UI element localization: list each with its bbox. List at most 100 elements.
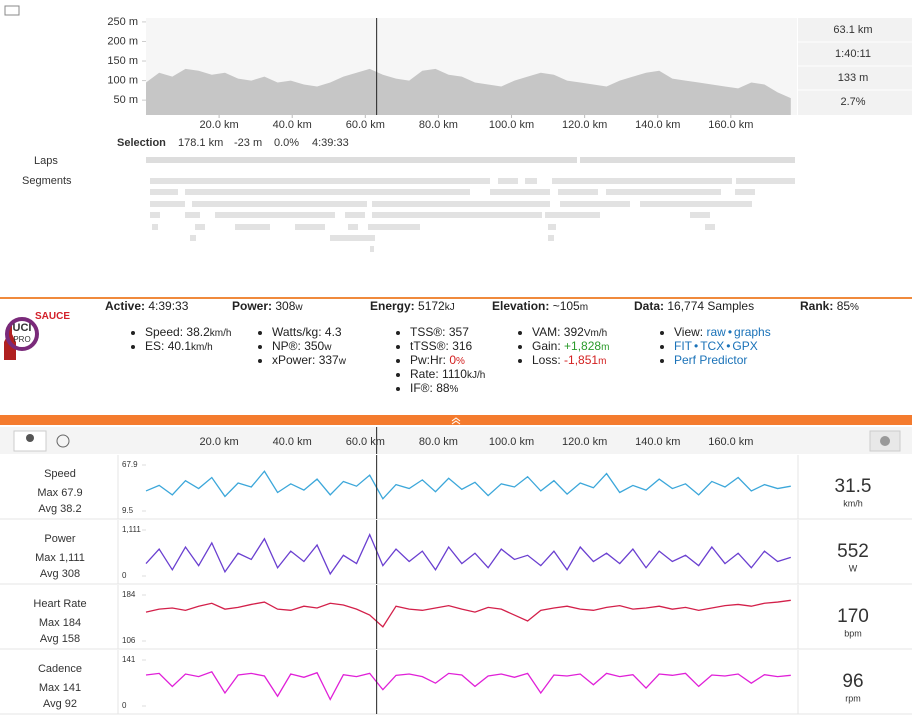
stat-value: 308 xyxy=(275,299,296,313)
laps-label: Laps xyxy=(34,155,58,167)
link[interactable]: GPX xyxy=(724,339,758,353)
stat-label: Gain: xyxy=(532,339,561,353)
stat-item-unit: m xyxy=(598,356,607,367)
stat-header: Active: 4:39:33 xyxy=(105,299,232,313)
stat-item: IF®: 88% xyxy=(410,381,492,395)
stat-items: Speed: 38.2km/hES: 40.1km/h xyxy=(105,325,232,353)
stat-value: 5172 xyxy=(418,299,445,313)
stream-name: Power xyxy=(44,533,76,545)
stat-label: IF®: xyxy=(410,381,433,395)
time-button[interactable] xyxy=(56,434,70,448)
stat-item: Pw:Hr: 0% xyxy=(410,353,492,367)
logo-text: SAUCE xyxy=(34,311,70,322)
stat-item-value: 1110 xyxy=(442,367,467,381)
stat-item: NP®: 350w xyxy=(272,339,370,353)
stat-item-value: 357 xyxy=(448,325,469,339)
badge-text: PRO xyxy=(13,335,30,344)
stat-unit: m xyxy=(579,302,589,313)
selection-value: 178.1 km xyxy=(178,137,223,149)
x-tick-label: 60.0 km xyxy=(346,436,385,448)
stat-label: xPower: xyxy=(272,353,316,367)
y-tick-label: 50 m xyxy=(114,94,138,106)
current-value: 552 xyxy=(837,541,869,562)
stat-label: View: xyxy=(674,325,704,339)
badge-ring xyxy=(5,317,39,351)
stream-avg: Avg 158 xyxy=(40,633,80,645)
stream-line xyxy=(145,599,791,628)
selection-value: -23 m xyxy=(234,137,262,149)
current-unit: bpm xyxy=(844,628,862,638)
elevation-area xyxy=(146,68,791,115)
stat-item-unit: % xyxy=(456,356,465,367)
stat-item: View: rawgraphs xyxy=(674,325,800,339)
link[interactable]: FIT xyxy=(674,339,692,353)
y-tick-label: 0 xyxy=(122,701,127,710)
x-tick-label: 60.0 km xyxy=(346,119,385,131)
stream-avg: Avg 92 xyxy=(43,698,77,710)
stat-item: xPower: 337w xyxy=(272,353,370,367)
stat-group: Data: 16,774 SamplesView: rawgraphsFITTC… xyxy=(634,299,800,410)
lap-bar[interactable] xyxy=(580,157,795,163)
y-tick-label: 100 m xyxy=(107,74,138,86)
stat-header: Data: 16,774 Samples xyxy=(634,299,800,313)
stat-label: TSS®: xyxy=(410,325,446,339)
stat-item-value: 350 xyxy=(304,339,325,353)
stat-title: Rank: xyxy=(800,299,834,313)
stat-unit: % xyxy=(850,302,859,313)
stat-item-value: +1,828 xyxy=(564,339,602,353)
stat-item-value: 392 xyxy=(563,325,584,339)
stat-item-unit: w xyxy=(324,342,332,353)
collapse-icon[interactable] xyxy=(451,417,461,425)
stat-item-unit: % xyxy=(449,384,459,395)
stat-label: Speed: xyxy=(145,325,184,339)
stat-header: Energy: 5172kJ xyxy=(370,299,492,313)
x-tick-label: 80.0 km xyxy=(419,119,458,131)
stream-avg: Avg 38.2 xyxy=(38,503,81,515)
toolbar xyxy=(0,427,912,454)
x-tick-label: 160.0 km xyxy=(708,119,753,131)
stat-item: VAM: 392Vm/h xyxy=(532,325,634,339)
lap-bar[interactable] xyxy=(146,157,577,163)
logo: SAUCE xyxy=(0,299,105,410)
link[interactable]: graphs xyxy=(726,325,771,339)
x-tick-label: 40.0 km xyxy=(273,119,312,131)
stat-header: Rank: 85% xyxy=(800,299,912,313)
stat-item: FITTCXGPX xyxy=(674,339,800,353)
link[interactable]: Perf Predictor xyxy=(674,353,748,367)
elevation-panel: 250 m 200 m 150 m 100 m 50 m 20.0 km 40.0 km 60… xyxy=(4,5,912,252)
x-tick-label: 120.0 km xyxy=(562,436,607,448)
stat-title: Elevation: xyxy=(492,299,550,313)
stat-title: Data: xyxy=(634,299,665,313)
streams-panel: 20.0 km 40.0 km 60.0 km 80.0 km 100.0 km 120.… xyxy=(0,415,912,715)
y-tick-label: 1,111 xyxy=(122,525,141,534)
stat-item-value: -1,851 xyxy=(564,353,599,367)
y-tick-label: 67.9 xyxy=(122,460,138,469)
stat-item: TSS®: 357 xyxy=(410,325,492,339)
stat-value: 16,774 Samples xyxy=(667,299,755,313)
stat-label: Loss: xyxy=(532,353,561,367)
stat-item-value: 4.3 xyxy=(324,325,342,339)
stat-item-unit: w xyxy=(338,356,346,367)
side-stat: 63.1 km xyxy=(833,24,872,36)
x-tick-label: 40.0 km xyxy=(273,436,312,448)
x-tick-label: 20.0 km xyxy=(200,119,239,131)
stat-items: View: rawgraphsFITTCXGPXPerf Predictor xyxy=(634,325,800,367)
link[interactable]: raw xyxy=(706,325,726,339)
stats-panel: SAUCE Active: 4:39:33 Speed: 38.2km/hES: 4… xyxy=(0,297,912,410)
stat-item-value: 337 xyxy=(318,353,339,367)
stat-item-unit: km/h xyxy=(209,328,232,339)
current-value: 31.5 xyxy=(835,476,872,497)
y-tick-label: 9.5 xyxy=(122,506,134,515)
x-tick-label: 140.0 km xyxy=(635,436,680,448)
keyboard-icon[interactable] xyxy=(4,5,20,16)
stream-name: Cadence xyxy=(38,663,82,675)
stream-max: Max 67.9 xyxy=(37,487,82,499)
link[interactable]: TCX xyxy=(692,339,724,353)
stat-label: Rate: xyxy=(410,367,439,381)
current-unit: rpm xyxy=(845,693,861,703)
stat-item: Perf Predictor xyxy=(674,353,800,367)
stream-max: Max 184 xyxy=(39,617,81,629)
divider-bar[interactable] xyxy=(0,415,912,425)
